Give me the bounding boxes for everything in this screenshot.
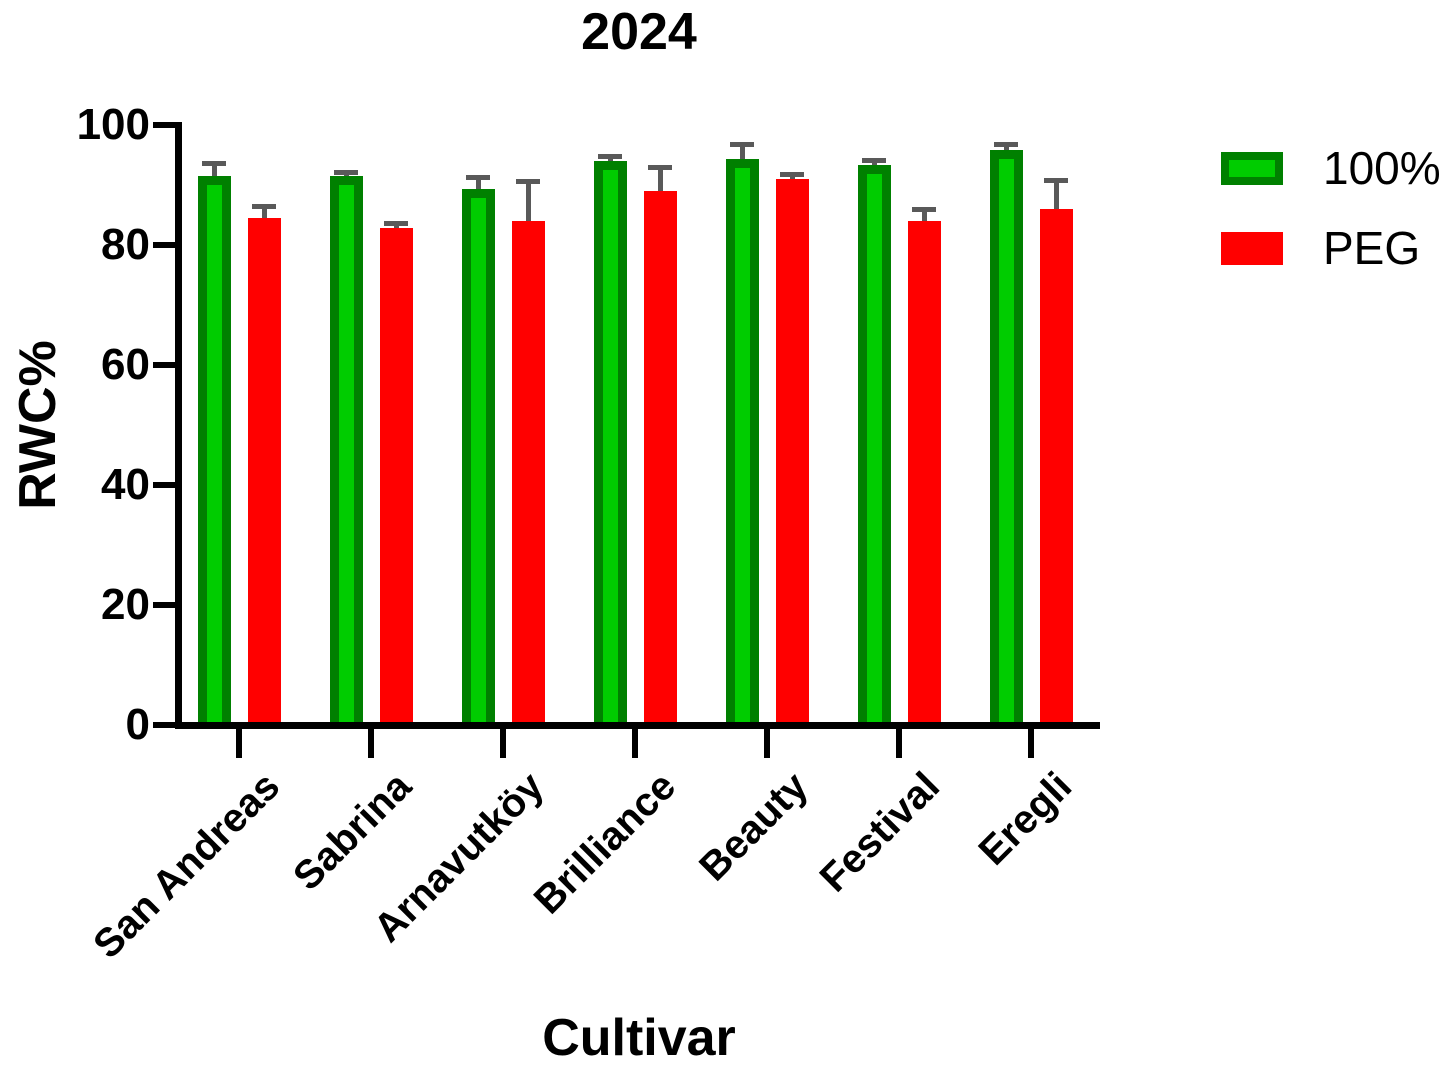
y-tick (153, 482, 175, 488)
error-bar-stem (476, 176, 481, 199)
y-tick-label: 0 (125, 700, 150, 749)
y-tick (153, 602, 175, 608)
error-bar-cap (598, 153, 622, 159)
error-bar-stem (740, 143, 745, 168)
x-tick (632, 728, 638, 758)
error-bar-cap (252, 204, 276, 209)
bar-peg-eregli (1039, 209, 1073, 729)
y-tick (153, 122, 175, 128)
x-tick (236, 728, 242, 758)
x-category-label: Sabrina (285, 764, 421, 899)
error-bar-stem (658, 167, 663, 200)
bar-peg-festival (907, 221, 941, 729)
x-axis-line (175, 722, 1100, 729)
bar-100-arnavutk-y (461, 189, 495, 729)
x-category-label: Eregli (970, 764, 1081, 874)
y-axis-line (175, 122, 182, 729)
y-tick (153, 722, 175, 728)
x-tick (896, 728, 902, 758)
bar-100-festival (857, 164, 891, 729)
error-bar-cap (912, 207, 936, 212)
error-bar-cap (994, 141, 1018, 147)
y-tick-label: 80 (101, 220, 150, 269)
error-bar-stem (922, 209, 927, 230)
bar-peg-san-andreas (247, 218, 281, 729)
error-bar-cap (202, 160, 226, 166)
bar-100-sabrina (329, 176, 363, 729)
legend-label-peg: PEG (1323, 222, 1421, 274)
y-tick (153, 362, 175, 368)
bar-100-eregli (989, 150, 1023, 729)
error-bar-cap (516, 178, 540, 184)
y-tick (153, 242, 175, 248)
y-tick-label: 20 (101, 580, 150, 629)
y-tick-label: 40 (101, 460, 150, 509)
y-tick-label: 60 (101, 340, 150, 389)
error-bar-stem (526, 180, 531, 230)
bar-peg-sabrina (379, 227, 413, 729)
y-tick-label: 100 (76, 100, 150, 149)
legend-swatch-100 (1221, 151, 1283, 185)
error-bar-cap (1044, 177, 1068, 183)
error-bar-stem (212, 162, 217, 185)
bar-100-beauty (725, 158, 759, 729)
bar-peg-brilliance (643, 191, 677, 729)
error-bar-cap (730, 141, 754, 147)
error-bar-cap (862, 157, 886, 163)
legend-item-100: 100% (1221, 141, 1441, 195)
x-category-label: Festival (811, 764, 949, 901)
error-bar-stem (262, 206, 267, 227)
x-category-label: Brilliance (525, 764, 685, 923)
bar-peg-arnavutk-y (511, 221, 545, 729)
x-category-label: Beauty (690, 764, 817, 890)
error-bar-cap (334, 169, 358, 175)
x-tick (764, 728, 770, 758)
chart-title: 2024 (581, 3, 697, 61)
bar-peg-beauty (775, 179, 809, 729)
x-tick (368, 728, 374, 758)
bar-100-san-andreas (197, 176, 231, 729)
x-category-label: San Andreas (85, 764, 289, 967)
bar-100-brilliance (593, 161, 627, 729)
error-bar-cap (466, 174, 490, 180)
legend-label-100: 100% (1323, 142, 1441, 194)
error-bar-cap (384, 220, 408, 226)
error-bar-cap (648, 165, 672, 170)
x-tick (500, 728, 506, 758)
legend-swatch-peg (1221, 231, 1283, 265)
error-bar-stem (1054, 179, 1059, 218)
x-tick (1028, 728, 1034, 758)
x-axis-title: Cultivar (542, 1009, 736, 1067)
legend-item-peg: PEG (1221, 221, 1420, 275)
error-bar-cap (780, 172, 804, 178)
